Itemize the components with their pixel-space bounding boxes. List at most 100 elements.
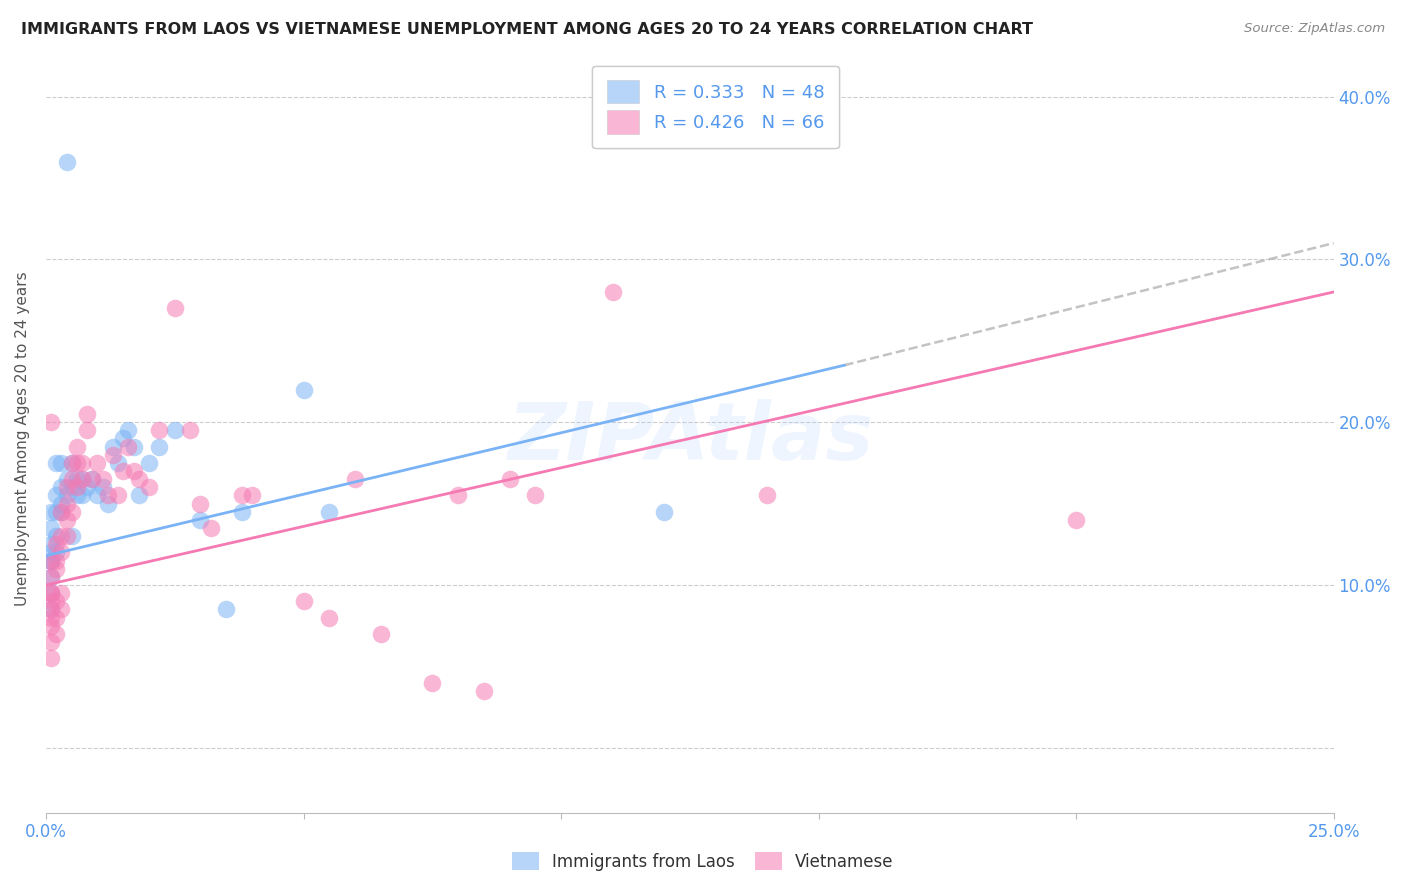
Point bbox=[91, 480, 114, 494]
Point bbox=[117, 423, 139, 437]
Point bbox=[91, 472, 114, 486]
Point bbox=[60, 529, 83, 543]
Point bbox=[51, 586, 73, 600]
Point bbox=[128, 472, 150, 486]
Point bbox=[60, 480, 83, 494]
Point bbox=[55, 529, 77, 543]
Point bbox=[39, 651, 62, 665]
Point bbox=[1064, 513, 1087, 527]
Point bbox=[70, 488, 93, 502]
Point bbox=[70, 472, 93, 486]
Point bbox=[148, 423, 170, 437]
Point bbox=[51, 456, 73, 470]
Point bbox=[45, 594, 67, 608]
Point bbox=[76, 407, 98, 421]
Point bbox=[215, 602, 238, 616]
Point bbox=[86, 456, 108, 470]
Point bbox=[60, 505, 83, 519]
Point bbox=[602, 285, 624, 299]
Point bbox=[122, 464, 145, 478]
Point bbox=[39, 610, 62, 624]
Point bbox=[240, 488, 263, 502]
Point bbox=[292, 383, 315, 397]
Point bbox=[70, 472, 93, 486]
Point bbox=[39, 553, 62, 567]
Point bbox=[66, 440, 89, 454]
Point bbox=[318, 505, 340, 519]
Point bbox=[101, 440, 124, 454]
Point bbox=[122, 440, 145, 454]
Point bbox=[39, 594, 62, 608]
Point bbox=[39, 570, 62, 584]
Point bbox=[60, 472, 83, 486]
Text: ZIPAtlas: ZIPAtlas bbox=[506, 400, 873, 477]
Point bbox=[179, 423, 201, 437]
Point bbox=[45, 529, 67, 543]
Point bbox=[107, 488, 129, 502]
Point bbox=[45, 562, 67, 576]
Point bbox=[39, 521, 62, 535]
Point bbox=[55, 488, 77, 502]
Point bbox=[39, 586, 62, 600]
Point bbox=[60, 456, 83, 470]
Point bbox=[45, 456, 67, 470]
Point bbox=[39, 415, 62, 429]
Point bbox=[45, 545, 67, 559]
Point bbox=[447, 488, 470, 502]
Legend: Immigrants from Laos, Vietnamese: Immigrants from Laos, Vietnamese bbox=[503, 844, 903, 880]
Point bbox=[51, 505, 73, 519]
Point bbox=[200, 521, 222, 535]
Point bbox=[101, 448, 124, 462]
Point bbox=[66, 456, 89, 470]
Point bbox=[55, 480, 77, 494]
Point bbox=[45, 553, 67, 567]
Point bbox=[39, 553, 62, 567]
Text: Source: ZipAtlas.com: Source: ZipAtlas.com bbox=[1244, 22, 1385, 36]
Point bbox=[138, 456, 160, 470]
Point bbox=[51, 529, 73, 543]
Point bbox=[128, 488, 150, 502]
Point bbox=[66, 472, 89, 486]
Point bbox=[39, 586, 62, 600]
Point bbox=[148, 440, 170, 454]
Point bbox=[39, 545, 62, 559]
Point bbox=[343, 472, 366, 486]
Point bbox=[39, 505, 62, 519]
Point bbox=[66, 488, 89, 502]
Point bbox=[45, 610, 67, 624]
Point bbox=[97, 488, 120, 502]
Point bbox=[318, 610, 340, 624]
Point bbox=[45, 488, 67, 502]
Point bbox=[51, 497, 73, 511]
Point bbox=[86, 488, 108, 502]
Point bbox=[76, 423, 98, 437]
Point bbox=[524, 488, 547, 502]
Point bbox=[97, 497, 120, 511]
Point bbox=[39, 602, 62, 616]
Point bbox=[292, 594, 315, 608]
Point bbox=[652, 505, 675, 519]
Point bbox=[112, 432, 135, 446]
Point bbox=[70, 456, 93, 470]
Point bbox=[117, 440, 139, 454]
Point bbox=[472, 683, 495, 698]
Point bbox=[51, 505, 73, 519]
Point bbox=[498, 472, 520, 486]
Point bbox=[231, 505, 253, 519]
Point bbox=[51, 480, 73, 494]
Point bbox=[55, 472, 77, 486]
Point bbox=[76, 480, 98, 494]
Point bbox=[39, 602, 62, 616]
Point bbox=[51, 602, 73, 616]
Point bbox=[45, 627, 67, 641]
Point bbox=[138, 480, 160, 494]
Point bbox=[39, 586, 62, 600]
Point bbox=[231, 488, 253, 502]
Point bbox=[66, 480, 89, 494]
Y-axis label: Unemployment Among Ages 20 to 24 years: Unemployment Among Ages 20 to 24 years bbox=[15, 271, 30, 606]
Point bbox=[60, 456, 83, 470]
Point bbox=[163, 301, 186, 316]
Point bbox=[107, 456, 129, 470]
Point bbox=[163, 423, 186, 437]
Point bbox=[39, 618, 62, 632]
